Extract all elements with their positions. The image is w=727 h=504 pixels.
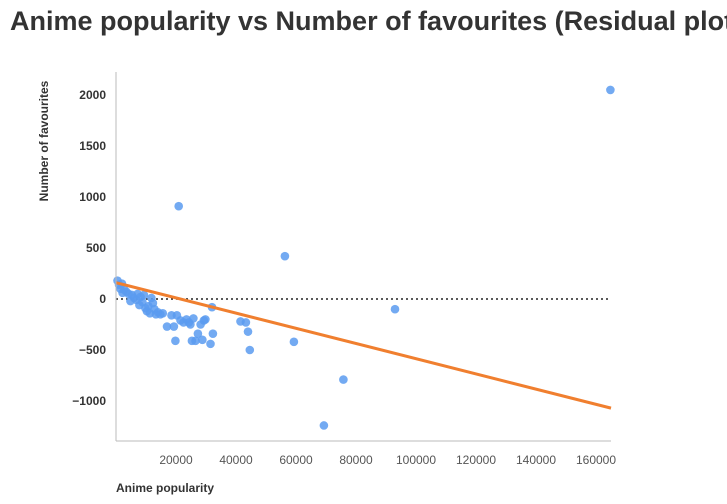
data-point: [158, 308, 168, 318]
x-tick-label: 20000: [159, 453, 193, 467]
y-tick-label: 1500: [79, 139, 106, 153]
data-point: [208, 329, 218, 338]
y-tick-label: −1000: [72, 394, 106, 408]
data-point: [289, 337, 299, 347]
data-point: [198, 335, 207, 345]
y-tick-label: 2000: [79, 88, 106, 102]
x-tick-label: 160000: [576, 453, 616, 467]
data-point: [606, 85, 615, 95]
regression-line: [115, 281, 612, 410]
data-point: [390, 304, 400, 314]
y-tick-label: 0: [99, 292, 106, 306]
data-point: [201, 315, 210, 324]
data-point: [280, 251, 290, 261]
x-tick-label: 140000: [516, 453, 556, 467]
chart-title: Anime popularity vs Number of favourites…: [10, 6, 727, 36]
data-point: [339, 375, 348, 384]
x-tick-label: 100000: [396, 453, 436, 467]
y-tick-label: 500: [86, 241, 106, 255]
x-tick-label: 60000: [279, 453, 313, 467]
y-tick-label: 1000: [79, 190, 106, 204]
data-point: [191, 336, 200, 346]
data-points: [113, 85, 615, 430]
x-axis-label: Anime popularity: [116, 481, 214, 495]
x-tick-label: 120000: [456, 453, 496, 467]
y-axis-label: Number of favourites: [37, 80, 51, 201]
y-axis-ticks: −1000 −500 0 500 1000 1500 2000: [72, 88, 106, 408]
data-point: [174, 201, 183, 211]
data-point: [243, 327, 253, 336]
data-point: [319, 421, 329, 430]
data-point: [162, 322, 172, 331]
data-point: [189, 314, 198, 323]
x-tick-label: 40000: [219, 453, 253, 467]
x-axis-ticks: 20000 40000 60000 80000 100000 120000 140000 16…: [159, 453, 616, 467]
data-point: [169, 322, 179, 331]
data-point: [171, 336, 180, 346]
data-point: [193, 329, 203, 338]
data-point: [241, 318, 251, 327]
y-tick-label: −500: [79, 343, 106, 357]
data-point: [139, 290, 149, 300]
data-point: [206, 339, 215, 349]
x-tick-label: 80000: [339, 453, 373, 467]
data-point: [245, 345, 255, 355]
